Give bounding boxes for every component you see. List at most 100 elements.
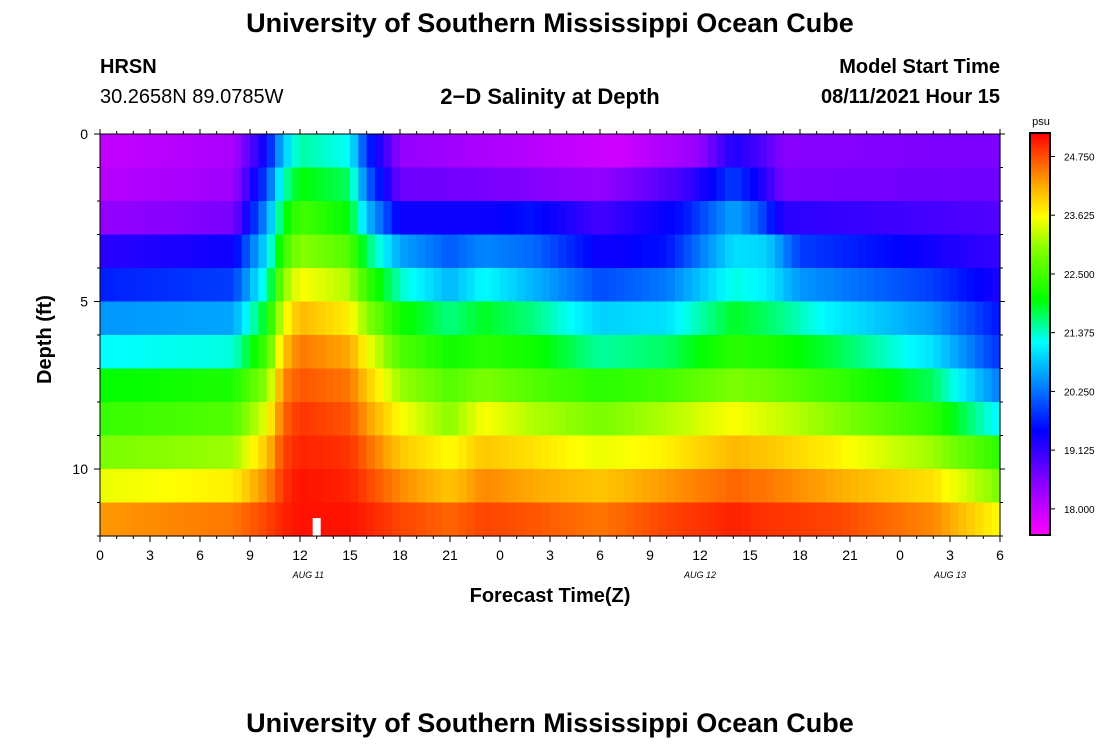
station-coordinates: 30.2658N 89.0785W xyxy=(100,86,284,108)
heatmap-cell xyxy=(341,201,351,236)
heatmap-cell xyxy=(241,134,251,169)
heatmap-cell xyxy=(633,335,643,370)
heatmap-cell xyxy=(591,201,601,236)
heatmap-cell xyxy=(575,469,584,504)
heatmap-cell xyxy=(733,167,743,202)
heatmap-cell xyxy=(650,435,659,470)
heatmap-cell xyxy=(391,201,401,236)
heatmap-cell xyxy=(516,469,526,504)
x-tick-label: 3 xyxy=(546,547,554,563)
heatmap-cell xyxy=(500,502,509,537)
heatmap-cell xyxy=(875,435,884,470)
date-label: AUG 13 xyxy=(933,570,966,580)
heatmap-cell xyxy=(750,435,759,470)
heatmap-cell xyxy=(658,402,668,437)
heatmap-cell xyxy=(200,335,209,370)
heatmap-cell xyxy=(300,134,309,169)
heatmap-cell xyxy=(275,301,284,336)
heatmap-cell xyxy=(258,201,268,236)
current-time-marker xyxy=(312,518,321,536)
heatmap-cell xyxy=(883,167,893,202)
heatmap-cell xyxy=(583,167,593,202)
heatmap-cell xyxy=(458,134,468,169)
x-tick-label: 21 xyxy=(442,547,458,563)
heatmap-cell xyxy=(608,335,618,370)
heatmap-cell xyxy=(650,167,659,202)
heatmap-cell xyxy=(800,268,809,303)
heatmap-cell xyxy=(466,201,476,236)
heatmap-cell xyxy=(575,335,584,370)
heatmap-cell xyxy=(200,402,209,437)
heatmap-cell xyxy=(616,368,626,403)
heatmap-cell xyxy=(216,167,226,202)
heatmap-cell xyxy=(983,301,993,336)
heatmap-cell xyxy=(616,201,626,236)
heatmap-cell xyxy=(941,134,951,169)
heatmap-cell xyxy=(441,234,451,269)
heatmap-cell xyxy=(458,469,468,504)
heatmap-cell xyxy=(375,335,384,370)
heatmap-cell xyxy=(450,268,459,303)
heatmap-cell xyxy=(691,167,701,202)
heatmap-cell xyxy=(700,435,709,470)
heatmap-cell xyxy=(400,268,409,303)
heatmap-cell xyxy=(975,368,984,403)
heatmap-cell xyxy=(966,167,976,202)
heatmap-cell xyxy=(900,368,909,403)
heatmap-cell xyxy=(108,201,118,236)
heatmap-cell xyxy=(208,268,218,303)
heatmap-cell xyxy=(416,301,426,336)
heatmap-cell xyxy=(608,402,618,437)
heatmap-cell xyxy=(708,134,718,169)
heatmap-cell xyxy=(966,234,976,269)
heatmap-cell xyxy=(175,301,184,336)
heatmap-cell xyxy=(725,368,734,403)
heatmap-cell xyxy=(175,402,184,437)
heatmap-cell xyxy=(891,268,901,303)
heatmap-cell xyxy=(908,368,918,403)
heatmap-cell xyxy=(633,301,643,336)
heatmap-cell xyxy=(966,469,976,504)
heatmap-cell xyxy=(516,368,526,403)
heatmap-cell xyxy=(116,268,126,303)
heatmap-cell xyxy=(258,167,268,202)
heatmap-cell xyxy=(708,301,718,336)
heatmap-cell xyxy=(991,502,1001,537)
heatmap-cell xyxy=(950,502,959,537)
heatmap-cell xyxy=(550,134,559,169)
heatmap-cell xyxy=(941,435,951,470)
heatmap-cell xyxy=(908,167,918,202)
heatmap-cell xyxy=(775,134,784,169)
heatmap-cell xyxy=(808,402,818,437)
heatmap-cell xyxy=(941,502,951,537)
heatmap-cell xyxy=(750,268,759,303)
heatmap-cell xyxy=(433,402,443,437)
heatmap-cell xyxy=(241,301,251,336)
heatmap-cell xyxy=(741,402,751,437)
heatmap-cell xyxy=(725,167,734,202)
heatmap-cell xyxy=(925,435,934,470)
heatmap-cell xyxy=(700,469,709,504)
heatmap-cell xyxy=(875,167,884,202)
heatmap-cell xyxy=(766,368,776,403)
heatmap-cell xyxy=(833,402,843,437)
heatmap-cell xyxy=(200,469,209,504)
heatmap-cell xyxy=(858,268,868,303)
heatmap-cell xyxy=(241,435,251,470)
heatmap-cell xyxy=(616,469,626,504)
heatmap-cell xyxy=(516,435,526,470)
heatmap-cell xyxy=(800,469,809,504)
heatmap-cell xyxy=(325,234,334,269)
heatmap-cell xyxy=(208,402,218,437)
heatmap-cell xyxy=(333,201,343,236)
heatmap-cell xyxy=(641,469,651,504)
heatmap-cell xyxy=(616,435,626,470)
heatmap-cell xyxy=(291,435,301,470)
heatmap-cell xyxy=(800,234,809,269)
heatmap-cell xyxy=(858,234,868,269)
heatmap-cell xyxy=(500,134,509,169)
heatmap-cell xyxy=(275,234,284,269)
x-tick-label: 15 xyxy=(342,547,358,563)
heatmap-cell xyxy=(316,234,326,269)
heatmap-cell xyxy=(233,402,243,437)
